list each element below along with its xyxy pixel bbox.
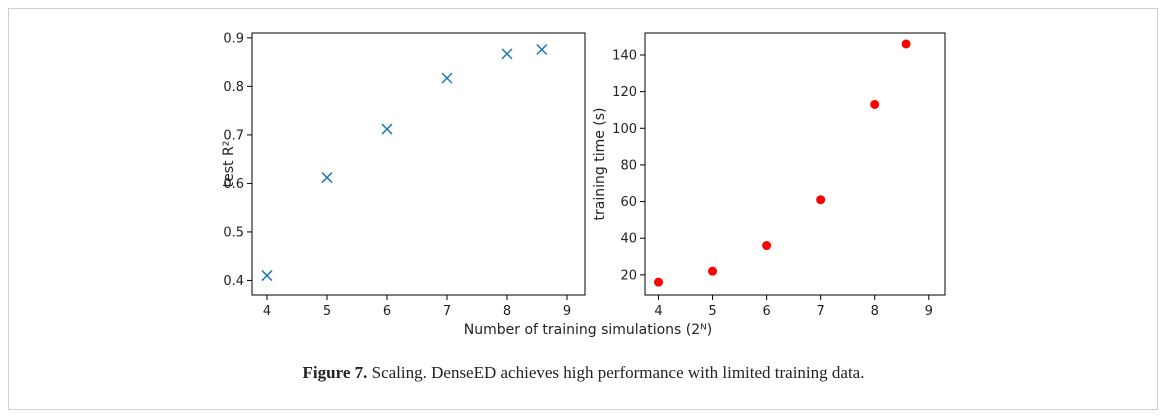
training-time-y-tick-label: 60 <box>620 195 637 210</box>
training-time-data-point <box>708 266 718 276</box>
r2-markers <box>261 43 548 282</box>
training-time-data-point <box>816 195 826 205</box>
training-time-x-tick-label: 8 <box>871 304 879 319</box>
training-time-x-tick-label: 7 <box>817 304 825 319</box>
figure-frame <box>8 8 1158 410</box>
r2-data-point <box>261 270 273 282</box>
training-time-x-tick-label: 6 <box>762 304 770 319</box>
r2-x-ticks: 4 5 6 7 8 9 <box>263 295 571 319</box>
training-time-markers <box>654 39 911 287</box>
r2-data-point <box>321 172 333 184</box>
r2-y-tick-label: 0.8 <box>223 80 244 95</box>
r2-x-tick-label: 7 <box>443 304 451 319</box>
r2-y-tick-label: 0.5 <box>223 225 244 240</box>
figure-plots: 4 5 6 7 8 9 0.4 0.5 0.6 0.7 0.8 0.9 test R² 4 5 6 7 8 9… <box>221 31 946 338</box>
training-time-y-tick-label: 100 <box>612 122 637 137</box>
r2-x-tick-label: 5 <box>323 304 331 319</box>
caption-text: Scaling. DenseED achieves high performan… <box>367 363 865 382</box>
training-time-x-tick-label: 9 <box>925 304 933 319</box>
r2-y-tick-label: 0.6 <box>223 177 244 192</box>
r2-data-point <box>441 72 453 84</box>
training-time-x-tick-label: 5 <box>708 304 716 319</box>
r2-scatter-plot: 4 5 6 7 8 9 0.4 0.5 0.6 0.7 0.8 0.9 test R² <box>221 31 586 319</box>
r2-data-point <box>501 48 513 60</box>
training-time-y-tick-label: 80 <box>620 158 637 173</box>
training-time-data-point <box>762 241 772 251</box>
training-time-y-tick-label: 140 <box>612 48 637 63</box>
r2-y-tick-label: 0.9 <box>223 31 244 46</box>
training-time-plot-area <box>644 32 946 296</box>
training-time-x-ticks: 4 5 6 7 8 9 <box>654 295 933 319</box>
r2-y-axis-label: test R² <box>221 141 237 188</box>
r2-data-point <box>536 43 548 56</box>
training-time-data-point <box>654 277 664 287</box>
r2-data-point <box>381 123 393 135</box>
shared-x-axis-label: Number of training simulations (2ᴺ) <box>464 322 712 338</box>
r2-x-tick-label: 8 <box>503 304 511 319</box>
training-time-y-tick-label: 20 <box>620 268 637 283</box>
training-time-data-point <box>901 39 911 49</box>
training-time-scatter-plot: 4 5 6 7 8 9 20 40 60 80 100 120 140 training time (… <box>592 32 946 319</box>
training-time-x-tick-label: 4 <box>654 304 662 319</box>
r2-y-ticks: 0.4 0.5 0.6 0.7 0.8 0.9 <box>223 31 252 289</box>
r2-x-tick-label: 6 <box>383 304 391 319</box>
training-time-data-point <box>870 99 880 109</box>
r2-y-tick-label: 0.7 <box>223 128 244 143</box>
training-time-y-axis-label: training time (s) <box>592 108 608 221</box>
training-time-y-tick-label: 120 <box>612 85 637 100</box>
figure-number: Figure 7. <box>302 363 368 382</box>
training-time-y-tick-label: 40 <box>620 232 637 247</box>
r2-y-tick-label: 0.4 <box>223 274 244 289</box>
r2-x-tick-label: 4 <box>263 304 271 319</box>
figure-caption: Figure 7. Scaling. DenseED achieves high… <box>0 363 1167 383</box>
r2-plot-area <box>251 32 586 296</box>
training-time-y-ticks: 20 40 60 80 100 120 140 <box>612 48 645 283</box>
r2-x-tick-label: 9 <box>563 304 571 319</box>
